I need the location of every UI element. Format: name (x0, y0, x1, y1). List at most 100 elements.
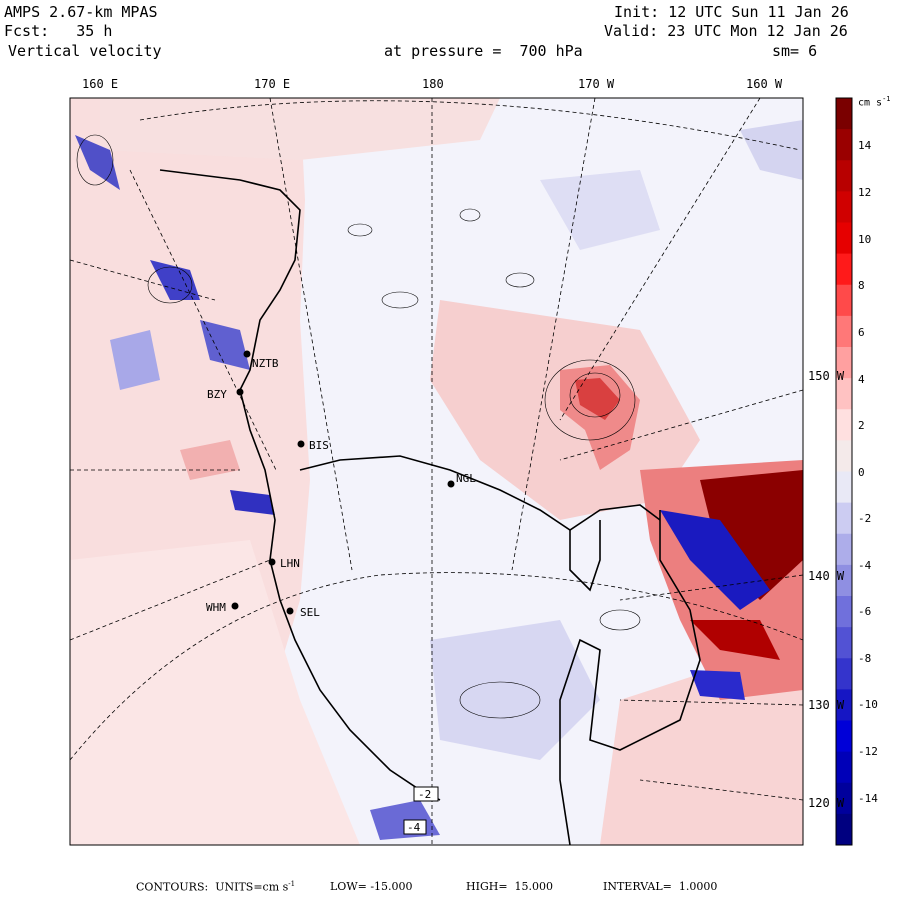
map-field: NZTB BZY BIS NGL LHN WHM SEL -2 -4 (70, 98, 803, 845)
colorbar-tick: 2 (858, 419, 865, 432)
colorbar-segment (836, 782, 852, 815)
lat-label-120w: 120 W (808, 796, 845, 810)
contour-ring-9 (147, 266, 193, 304)
station-marker-bis (297, 440, 305, 448)
colorbar-frame (835, 97, 853, 846)
boxed-label-1: -2 (418, 788, 431, 801)
coast-marie-byrd-land (559, 510, 701, 845)
footer-interval: INTERVAL= 1.0000 (603, 880, 718, 893)
colorbar-segment (836, 627, 852, 659)
colorbar-segment (836, 347, 852, 379)
colorbar-segment (836, 253, 852, 286)
colorbar-tick: 8 (858, 279, 865, 292)
lat-label-150w: 150 W (808, 369, 845, 383)
contour-ring-7 (599, 609, 641, 631)
field-name: Vertical velocity (8, 42, 162, 60)
contour-ring-1 (544, 359, 636, 441)
colorbar-tick: 10 (858, 233, 872, 246)
blue-feature-west-3 (230, 490, 275, 515)
colorbar-segment (836, 533, 852, 566)
red-core-southeast (690, 620, 780, 660)
station-marker-nztb (243, 350, 251, 358)
footer-contours-text: CONTOURS: UNITS=cm s (136, 880, 289, 894)
blue-core-southeast (690, 670, 745, 700)
colorbar-tick: 0 (858, 466, 865, 479)
colorbar-segment (836, 98, 852, 130)
map-frame (69, 97, 804, 846)
colorbar-tick: -12 (858, 745, 878, 758)
colorbar-tick: -2 (858, 512, 872, 525)
footer-low: LOW= -15.000 (330, 880, 413, 893)
station-label-lhn: LHN (280, 557, 300, 570)
colorbar-tick: -6 (858, 605, 872, 618)
blue-feature-west-1 (150, 260, 200, 300)
colorbar-segment (836, 689, 852, 722)
colorbar-segment (836, 191, 852, 224)
meridian-150w (559, 389, 803, 461)
darkred-region-east (700, 470, 803, 600)
model-title: AMPS 2.67-km MPAS (4, 3, 158, 21)
station-label-ngl: NGL (456, 472, 476, 485)
meridians-west (70, 259, 271, 641)
contour-ring-5 (381, 291, 419, 309)
station-label-bzy: BZY (207, 388, 227, 401)
colorbar-segment (836, 813, 852, 846)
init-time: Init: 12 UTC Sun 11 Jan 26 (614, 3, 849, 21)
pink-region-southwest (70, 540, 360, 845)
colorbar-segment (836, 658, 852, 690)
colorbar-tick: -8 (858, 652, 872, 665)
smoothing-value: sm= 6 (772, 42, 818, 60)
lon-label-180: 180 (422, 77, 444, 91)
lat-label-140w: 140 W (808, 569, 845, 583)
station-marker-bzy (236, 388, 244, 396)
contour-ring-3 (459, 208, 481, 222)
lat-label-130w: 130 W (808, 698, 845, 712)
colorbar-segment (836, 284, 852, 317)
parallel-south (70, 572, 803, 761)
footer-contours: CONTOURS: UNITS=cm s-1 (136, 880, 295, 894)
colorbar-tick: -10 (858, 698, 878, 711)
meridian-160w (559, 98, 761, 421)
footer-units-exp: -1 (288, 880, 296, 888)
colorbar-segment (836, 129, 852, 161)
contour-ring-2 (569, 372, 621, 418)
colorbar-segment (836, 502, 852, 535)
colorbar-tick: 14 (858, 139, 872, 152)
colorbar-units-exp: -1 (882, 95, 891, 103)
colorbar-segment (836, 160, 852, 192)
colorbar-units-text: cm s (858, 97, 883, 109)
forecast-hour: Fcst: 35 h (4, 22, 113, 40)
colorbar (836, 98, 852, 846)
colorbar-tick: 12 (858, 186, 872, 199)
blue-region-north (540, 170, 660, 250)
colorbar-segment (836, 471, 852, 504)
lon-label-170e: 170 E (254, 77, 291, 91)
contour-lines (76, 134, 641, 719)
colorbar-segment (836, 409, 852, 441)
blue-region-northeast (740, 120, 803, 180)
blue-region-south (430, 620, 600, 760)
coast-victoria-land (159, 169, 441, 801)
boxed-label-box-1 (413, 786, 439, 802)
meridian-130w (619, 699, 803, 706)
colorbar-segment (836, 440, 852, 473)
station-marker-ngl (447, 480, 455, 488)
colorbar-segment (836, 378, 852, 410)
colorbar-tick: -4 (858, 559, 872, 572)
station-label-bis: BIS (309, 439, 329, 452)
colorbar-segment (836, 720, 852, 753)
station-label-whm: WHM (206, 601, 226, 614)
station-marker-whm (231, 602, 239, 610)
blue-core-east (660, 510, 770, 610)
meridian-170e (269, 98, 353, 571)
blue-feature-west-4 (110, 330, 160, 390)
station-marker-sel (286, 607, 294, 615)
roosevelt-island (569, 520, 601, 592)
meridian-170w (511, 98, 596, 571)
valid-time: Valid: 23 UTC Mon 12 Jan 26 (604, 22, 848, 40)
lon-label-160e: 160 E (82, 77, 119, 91)
colorbar-segment (836, 222, 852, 255)
colorbar-segment (836, 315, 852, 348)
ice-shelf-front (299, 455, 661, 531)
lon-label-160w: 160 W (746, 77, 783, 91)
